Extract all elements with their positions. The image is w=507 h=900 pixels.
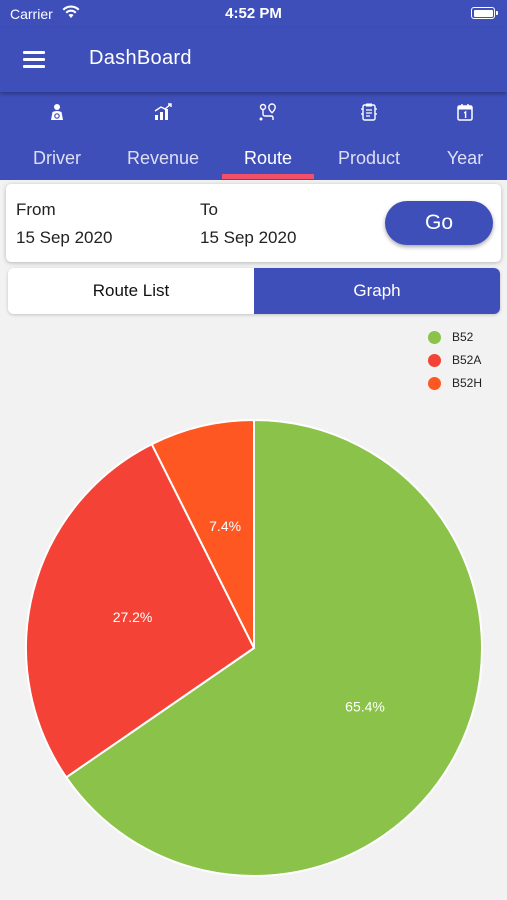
legend-item-b52h: B52H xyxy=(428,376,507,392)
app-bar: DashBoard xyxy=(0,28,507,92)
tab-revenue[interactable]: Revenue xyxy=(114,92,212,180)
graph-option[interactable]: Graph xyxy=(254,268,500,314)
pie-slice-b52a[interactable] xyxy=(25,442,256,779)
go-button[interactable]: Go xyxy=(385,201,493,245)
from-label: From xyxy=(16,200,56,219)
tab-year-label: Year xyxy=(446,148,484,168)
pie-slice-b52[interactable] xyxy=(64,418,483,877)
pie-label-b52a: 27.2% xyxy=(113,609,153,625)
pie-slice-b52h[interactable] xyxy=(150,418,255,649)
legend-item-b52a: B52A xyxy=(428,353,507,369)
tab-product[interactable]: Product xyxy=(322,92,416,180)
tab-route-label: Route xyxy=(243,148,293,168)
pie-label-b52: 65.4% xyxy=(345,698,385,714)
tab-route[interactable]: Route xyxy=(222,92,314,180)
to-label: To xyxy=(200,200,218,219)
clock: 4:52 PM xyxy=(225,5,282,22)
active-tab-indicator xyxy=(222,174,314,179)
revenue-chart-icon xyxy=(154,103,172,120)
tab-year[interactable]: Year xyxy=(428,92,502,180)
to-date-field[interactable]: 15 Sep 2020 xyxy=(200,228,297,247)
battery-icon xyxy=(471,7,498,19)
tab-product-label: Product xyxy=(337,148,401,168)
date-filter-card: From 15 Sep 2020 To 15 Sep 2020 Go xyxy=(6,184,501,262)
wifi-icon xyxy=(62,5,80,18)
pie-label-b52h: 7.4% xyxy=(209,518,241,534)
legend-label-b52: B52 xyxy=(452,330,474,344)
driver-icon xyxy=(51,104,63,120)
carrier-label: Carrier xyxy=(10,6,53,22)
tab-revenue-label: Revenue xyxy=(126,148,200,168)
tab-bar: Driver Revenue Route Product xyxy=(0,92,507,180)
legend-swatch-b52a xyxy=(428,354,441,367)
status-bar: Carrier 4:52 PM xyxy=(0,0,507,28)
tab-driver[interactable]: Driver xyxy=(8,92,106,180)
page-title: DashBoard xyxy=(89,47,192,69)
product-icon xyxy=(361,103,377,121)
view-toggle: Route List Graph xyxy=(8,268,500,314)
legend-swatch-b52h xyxy=(428,377,441,390)
calendar-icon xyxy=(457,104,473,121)
route-list-option[interactable]: Route List xyxy=(8,268,254,314)
legend-swatch-b52 xyxy=(428,331,441,344)
legend-item-b52: B52 xyxy=(428,330,507,346)
legend-label-b52a: B52A xyxy=(452,353,482,367)
tab-driver-label: Driver xyxy=(33,148,81,168)
hamburger-menu-icon[interactable] xyxy=(22,48,48,72)
route-icon xyxy=(259,103,276,121)
from-date-field[interactable]: 15 Sep 2020 xyxy=(16,228,113,247)
route-pie-chart: 65.4% 27.2% 7.4% xyxy=(25,418,483,877)
legend-label-b52h: B52H xyxy=(452,376,483,390)
